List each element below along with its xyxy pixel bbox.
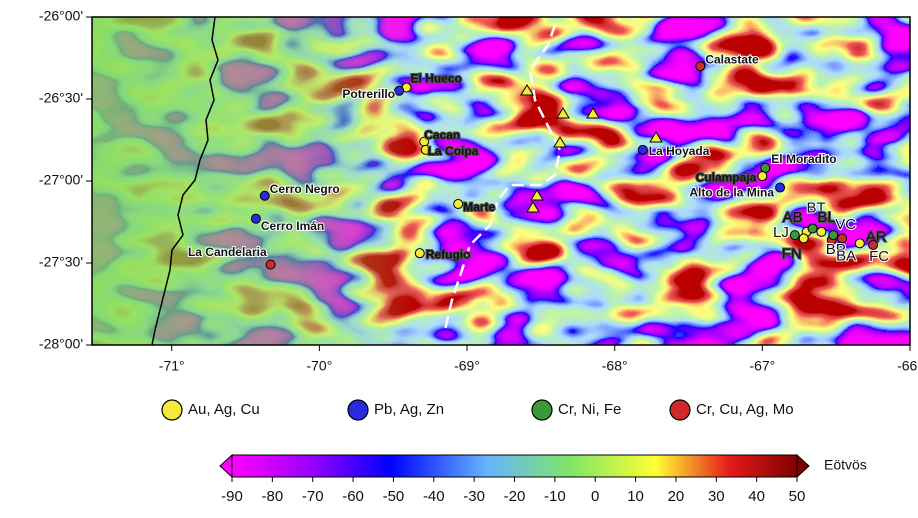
- site-label: Culampaja: [696, 170, 757, 184]
- x-tick-label: -70°: [306, 358, 332, 374]
- site-label: La Hoyada: [649, 144, 710, 158]
- site-label: Refugio: [426, 247, 471, 261]
- colorbar-tick-label: -10: [544, 488, 566, 505]
- y-tick-label: -28°00': [39, 336, 83, 352]
- site-marker: [758, 172, 767, 181]
- colorbar-tick-label: -20: [504, 488, 526, 505]
- colorbar-tick-label: 40: [748, 488, 765, 505]
- colorbar-under: [220, 455, 232, 477]
- site-label: FC: [869, 248, 889, 265]
- colorbar-tick-label: 20: [668, 488, 685, 505]
- colorbar-tick-label: -30: [463, 488, 485, 505]
- site-label: BL: [817, 209, 835, 226]
- site-label: El Moradito: [771, 152, 836, 166]
- y-tick-label: -26°00': [39, 8, 83, 24]
- colorbar-label: Eötvös: [824, 457, 867, 473]
- site-label: Cerro Negro: [270, 182, 340, 196]
- site-marker: [696, 62, 705, 71]
- colorbar-tick-label: -60: [342, 488, 364, 505]
- site-marker: [395, 86, 404, 95]
- legend-marker: [532, 400, 552, 420]
- site-label: BA: [836, 247, 856, 264]
- site-marker: [454, 199, 463, 208]
- colorbar-tick-label: -90: [221, 488, 243, 505]
- x-tick-label: -69°: [454, 358, 480, 374]
- site-marker: [855, 239, 864, 248]
- colorbar-tick-label: -80: [262, 488, 284, 505]
- site-label: La Coipa: [428, 144, 479, 158]
- legend-label: Cr, Ni, Fe: [558, 401, 621, 418]
- legend-label: Pb, Ag, Zn: [374, 401, 444, 418]
- site-marker: [838, 234, 847, 243]
- map-figure: Eötvös -71° -70° -69° -68° -67° -66° -26°00' -2…: [0, 0, 918, 513]
- site-label: Marte: [463, 200, 495, 214]
- site-marker: [638, 145, 647, 154]
- x-tick-label: -67°: [749, 358, 775, 374]
- site-label: VC: [835, 216, 856, 233]
- legend-marker: [348, 400, 368, 420]
- site-marker: [790, 231, 799, 240]
- legend-label: Au, Ag, Cu: [188, 401, 260, 418]
- legend-label: Cr, Cu, Ag, Mo: [696, 401, 794, 418]
- site-label: Cacan: [424, 128, 460, 142]
- site-marker: [761, 163, 770, 172]
- x-tick-label: -66°: [897, 358, 918, 374]
- site-marker: [776, 183, 785, 192]
- site-marker: [808, 224, 817, 233]
- x-tick-label: -71°: [159, 358, 185, 374]
- site-marker: [251, 214, 260, 223]
- colorbar-tick-label: -70: [302, 488, 324, 505]
- site-label: La Candelaria: [188, 245, 267, 259]
- colorbar-tick-label: 50: [789, 488, 806, 505]
- legend-marker: [162, 400, 182, 420]
- y-tick-label: -27°30': [39, 254, 83, 270]
- site-label: Calastate: [705, 52, 759, 66]
- site-label: Potrerillo: [342, 87, 395, 101]
- legend-marker: [670, 400, 690, 420]
- site-marker: [817, 227, 826, 236]
- y-tick-label: -26°30': [39, 90, 83, 106]
- colorbar-tick-label: 10: [627, 488, 644, 505]
- colorbar-tick-label: 0: [591, 488, 599, 505]
- site-marker: [266, 260, 275, 269]
- site-marker: [799, 234, 808, 243]
- site-marker: [415, 249, 424, 258]
- gravity-field: [92, 17, 910, 345]
- site-label: LJ: [773, 224, 789, 241]
- site-label: FN: [782, 245, 802, 262]
- colorbar: [232, 455, 797, 477]
- site-label: Alto de la Mina: [689, 186, 774, 200]
- colorbar-tick-label: -40: [423, 488, 445, 505]
- y-tick-label: -27°00': [39, 172, 83, 188]
- site-marker: [260, 191, 269, 200]
- x-tick-label: -68°: [602, 358, 628, 374]
- site-label: Cerro Imán: [261, 219, 324, 233]
- colorbar-over: [797, 455, 809, 477]
- site-label: El Hueco: [411, 72, 462, 86]
- site-label: AB: [783, 209, 803, 226]
- colorbar-tick-label: -50: [383, 488, 405, 505]
- colorbar-tick-label: 30: [708, 488, 725, 505]
